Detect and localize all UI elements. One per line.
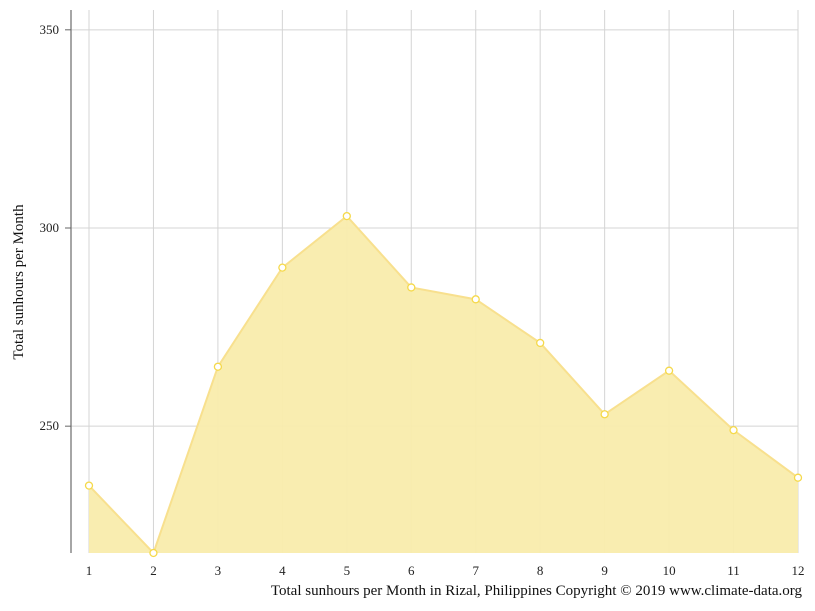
data-point-3 (213, 362, 223, 371)
y-tick-labels: 250 300 350 (40, 22, 71, 433)
data-point-6 (407, 283, 416, 292)
chart-caption: Total sunhours per Month in Rizal, Phili… (270, 583, 802, 599)
y-tick-label: 250 (40, 418, 60, 433)
x-tick-label: 5 (344, 563, 351, 578)
x-tick-label: 3 (215, 563, 222, 578)
data-point-9 (600, 410, 609, 419)
x-tick-label: 2 (150, 563, 157, 578)
x-tick-label: 10 (663, 563, 676, 578)
x-tick-labels: 1 2 3 4 5 6 7 8 9 10 11 12 (86, 563, 805, 578)
y-axis-title: Total sunhours per Month (11, 204, 27, 360)
data-point-8 (536, 338, 545, 348)
x-tick-label: 8 (537, 563, 544, 578)
x-tick-label: 7 (472, 563, 479, 578)
data-point-10 (664, 366, 674, 375)
x-tick-label: 6 (408, 563, 415, 578)
x-tick-label: 12 (792, 563, 805, 578)
data-markers (84, 211, 803, 558)
y-tick-label: 350 (40, 22, 60, 37)
data-point-1 (84, 481, 94, 490)
y-tick-label: 300 (40, 220, 60, 235)
data-point-12 (793, 473, 803, 482)
area-fill (89, 216, 798, 554)
x-tick-label: 4 (279, 563, 286, 578)
x-tick-label: 11 (727, 563, 740, 578)
data-point-5 (342, 211, 351, 221)
x-tick-label: 1 (86, 563, 93, 578)
x-tick-label: 9 (601, 563, 608, 578)
data-point-7 (471, 295, 480, 304)
series-line (88, 214, 799, 555)
data-point-11 (729, 425, 738, 435)
data-point-2 (149, 548, 158, 558)
data-point-4 (278, 263, 287, 272)
